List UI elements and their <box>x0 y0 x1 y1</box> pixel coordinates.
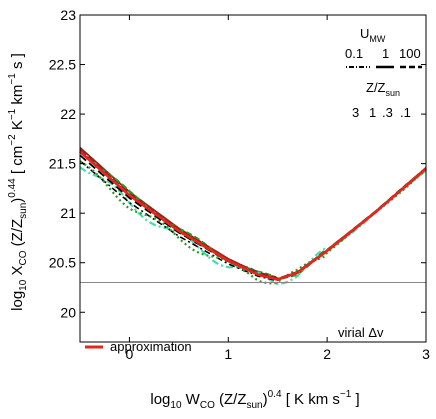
data-curves <box>79 146 427 286</box>
y-tick-label: 23 <box>60 7 76 23</box>
legend-approximation: approximation <box>85 339 192 354</box>
approximation-line <box>79 150 427 281</box>
y-axis-label: log10 XCO (Z/Zsun)0.44 [ cm−2 K−1 km−1 s… <box>7 53 29 311</box>
legend-umw-value-2: 100 <box>399 46 421 61</box>
legend-z-value-0-3: .3 <box>382 105 393 120</box>
y-tick-label: 20.5 <box>49 255 76 271</box>
series-line <box>79 160 427 282</box>
legend-z-value-0-1: .1 <box>400 105 411 120</box>
legend-umw-value-1: 1 <box>382 46 389 61</box>
legend-z-value-1: 1 <box>369 105 376 120</box>
x-tick-label: 2 <box>323 346 331 362</box>
y-axis-ticks: 20 20.5 21 21.5 22 22.5 23 <box>49 7 426 320</box>
y-tick-label: 22 <box>60 106 76 122</box>
legend-umw: UMW 0.1 1 100 <box>345 26 422 69</box>
x-axis-label: log10 WCO (Z/Zsun)0.4 [ K km s−1 ] <box>150 389 359 411</box>
plot-frame <box>79 14 427 343</box>
x-tick-label: 0 <box>126 346 134 362</box>
legend-umw-value-0: 0.1 <box>345 46 363 61</box>
virial-annotation: virial Δv <box>338 325 384 340</box>
x-tick-label: 3 <box>422 346 430 362</box>
y-tick-label: 20 <box>60 304 76 320</box>
y-tick-label: 21 <box>60 205 76 221</box>
x-axis-ticks: 0 1 2 3 <box>126 15 430 362</box>
x-tick-label: 1 <box>224 346 232 362</box>
legend-umw-title: UMW <box>360 26 386 44</box>
legend-z-value-3: 3 <box>352 105 359 120</box>
y-tick-label: 21.5 <box>49 156 76 172</box>
legend-approx-label: approximation <box>110 339 192 354</box>
legend-metallicity: Z/Zsun 3 1 .3 .1 <box>352 80 411 120</box>
y-tick-label: 22.5 <box>49 57 76 73</box>
legend-z-title: Z/Zsun <box>366 80 400 98</box>
